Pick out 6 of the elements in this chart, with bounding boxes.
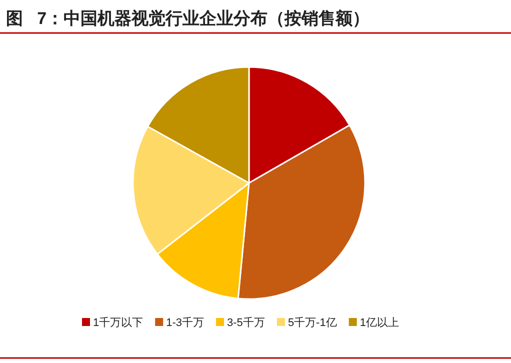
legend-label: 3-5千万 bbox=[227, 316, 265, 329]
legend-label: 1亿以上 bbox=[360, 316, 399, 329]
chart-title: 图 7：中国机器视觉行业企业分布（按销售额） bbox=[6, 9, 370, 28]
legend-label: 5千万-1亿 bbox=[288, 316, 337, 329]
legend-label: 1-3千万 bbox=[166, 316, 204, 329]
legend-label: 1千万以下 bbox=[93, 316, 144, 329]
